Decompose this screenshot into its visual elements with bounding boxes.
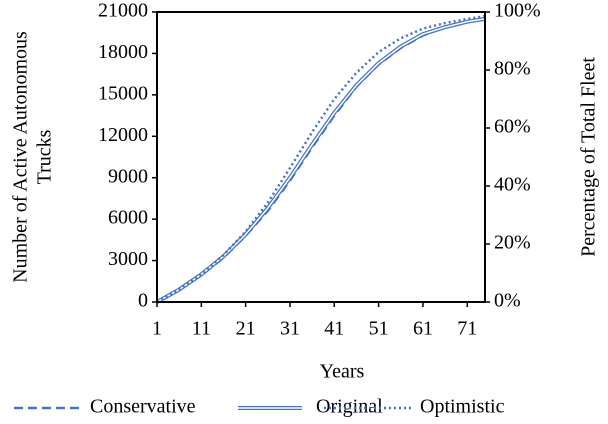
x-tick-label: 11 [192,318,211,340]
y-axis-label-group: Number of Active Autonomous Trucks [10,31,56,283]
x-tick-label: 31 [280,318,300,340]
series-line [156,17,486,304]
x-tick-label: 51 [369,318,389,340]
x-tick-label: 21 [236,318,256,340]
y2-tick-label: 20% [494,232,531,254]
y2-tick-label: 100% [494,0,541,22]
plot-frame [156,11,486,303]
series-line [156,14,486,304]
y2-axis-label: Percentage of Total Fleet [578,57,600,257]
x-tick-label: 1 [152,318,162,340]
series-line-inner [156,18,486,303]
y-axis-label: Number of Active Autonomous [10,31,32,283]
series-line [156,16,486,304]
x-axis-label: Years [320,361,365,383]
legend-label: Original [316,396,383,418]
legend-label: Optimistic [420,396,505,418]
y-tick-label: 9000 [108,165,148,187]
y2-tick-label: 40% [494,174,531,196]
y-tick-label: 12000 [98,124,148,146]
y2-tick-label: 60% [494,116,531,138]
y-tick-label: 18000 [98,41,148,63]
y-tick-label: 3000 [108,248,148,270]
y-tick-label: 0 [138,290,148,312]
y-axis-label: Trucks [34,129,56,184]
x-tick-label: 41 [324,318,344,340]
y2-tick-label: 80% [494,58,531,80]
y-tick-label: 15000 [98,82,148,104]
y-tick-label: 6000 [108,207,148,229]
x-tick-label: 71 [457,318,477,340]
legend-label: Conservative [90,396,196,418]
y2-tick-label: 0% [494,290,521,312]
y-tick-label: 21000 [98,0,148,22]
x-tick-label: 61 [413,318,433,340]
